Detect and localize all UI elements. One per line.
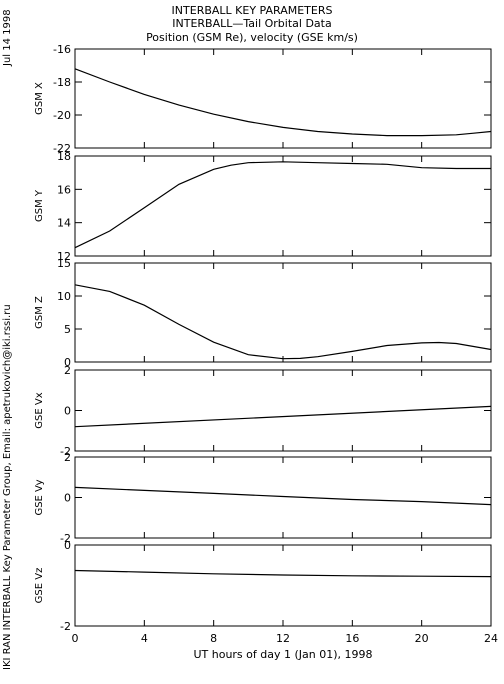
y-axis-label: GSE Vx — [34, 392, 45, 428]
panel-frame — [74, 155, 492, 257]
y-tick-label: -2 — [60, 532, 71, 545]
x-tick-label: 12 — [276, 632, 290, 645]
y-tick-label: 18 — [57, 150, 71, 163]
panel-frame — [74, 369, 492, 452]
y-tick-label: 0 — [64, 356, 71, 369]
x-tick-label: 4 — [141, 632, 148, 645]
series-line — [74, 68, 492, 137]
x-axis-label: UT hours of day 1 (Jan 01), 1998 — [193, 648, 372, 661]
y-tick-label: 0 — [64, 492, 71, 505]
x-tick-label: 20 — [415, 632, 429, 645]
y-tick-label: 15 — [57, 257, 71, 270]
series-line — [74, 161, 491, 249]
series-line — [74, 569, 492, 578]
x-tick-label: 0 — [72, 632, 79, 645]
y-tick-label: 2 — [64, 451, 71, 464]
panel-frame — [74, 48, 492, 149]
y-axis-label: GSM Z — [34, 296, 45, 329]
y-tick-label: 16 — [57, 183, 71, 196]
y-tick-label: 0 — [64, 539, 71, 552]
y-tick-label: -2 — [60, 445, 71, 458]
y-tick-label: 2 — [64, 364, 71, 377]
y-tick-label: -18 — [53, 76, 71, 89]
y-tick-label: -20 — [53, 109, 71, 122]
y-axis-label: GSM X — [34, 82, 45, 115]
header-title: INTERBALL KEY PARAMETERS — [171, 4, 333, 17]
y-tick-label: 5 — [64, 323, 71, 336]
y-tick-label: -16 — [53, 43, 71, 56]
y-tick-label: 10 — [57, 290, 71, 303]
x-tick-label: 16 — [345, 632, 359, 645]
y-tick-label: -22 — [53, 142, 71, 155]
y-tick-label: 12 — [57, 250, 71, 263]
y-axis-label: GSE Vz — [34, 568, 45, 604]
y-axis-label: GSE Vy — [34, 479, 45, 515]
y-tick-label: -2 — [60, 620, 71, 633]
panel-frame — [74, 456, 492, 539]
series-line — [74, 486, 492, 506]
panel-frame — [74, 262, 492, 363]
panel-frame — [74, 544, 492, 627]
y-tick-label: 14 — [57, 217, 71, 230]
y-axis-label: GSM Y — [34, 189, 45, 222]
x-tick-label: 24 — [484, 632, 498, 645]
x-tick-label: 8 — [210, 632, 217, 645]
header-units: Position (GSM Re), velocity (GSE km/s) — [146, 31, 358, 44]
series-line — [74, 405, 492, 428]
y-tick-label: 0 — [64, 405, 71, 418]
header-subtitle: INTERBALL—Tail Orbital Data — [172, 17, 332, 30]
series-line — [74, 284, 492, 360]
